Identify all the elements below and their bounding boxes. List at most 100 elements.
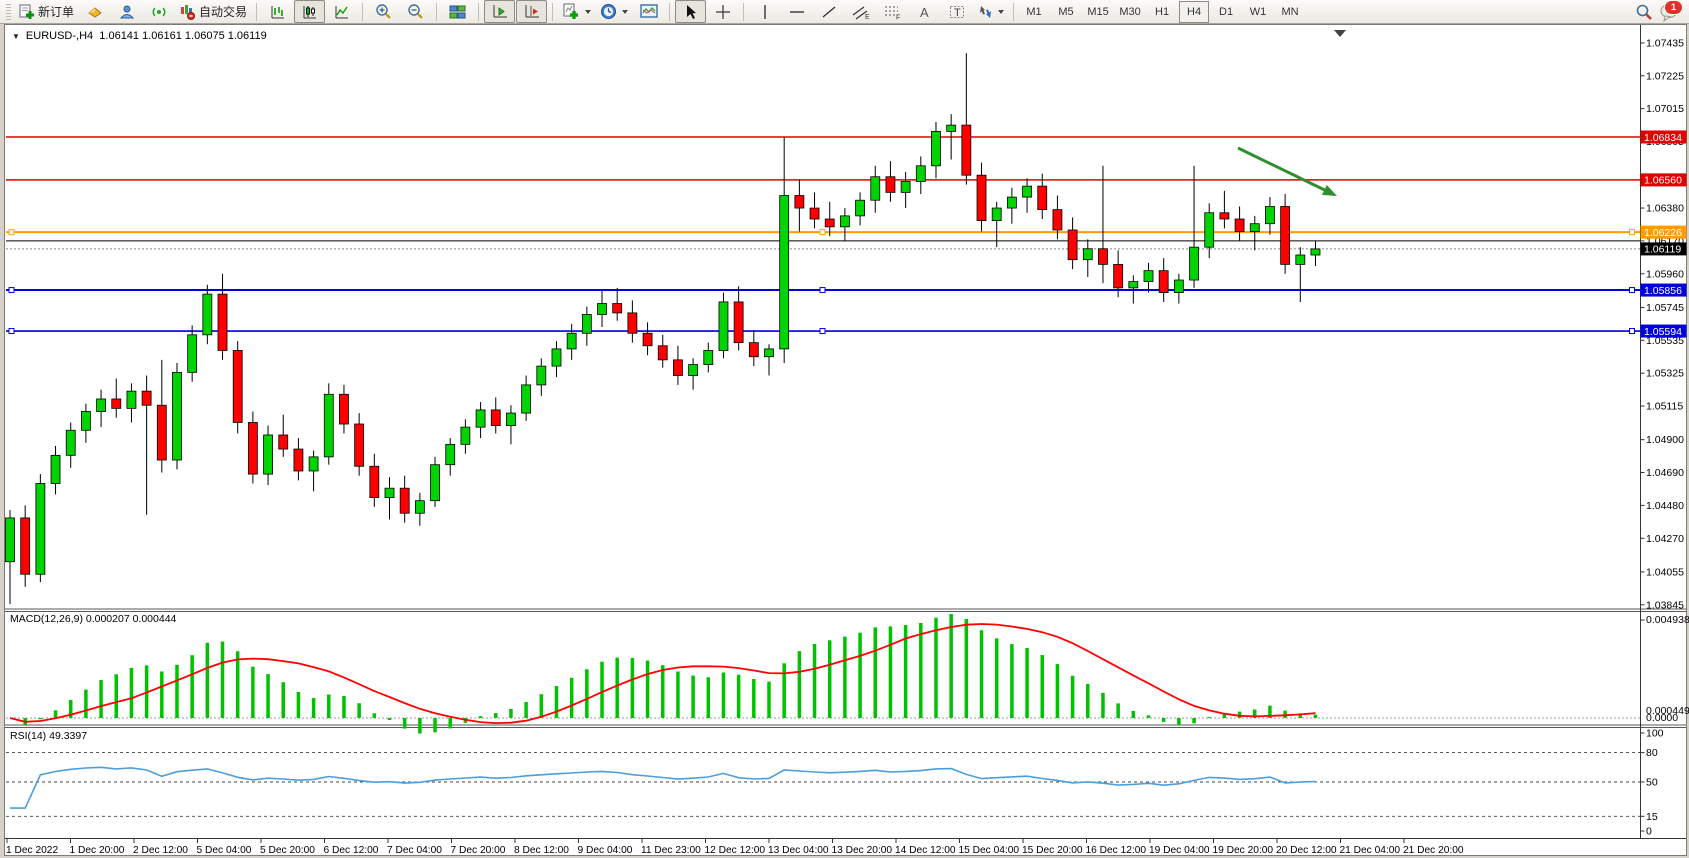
templates-button[interactable] (633, 0, 664, 23)
separator (669, 2, 671, 21)
tile-windows-button[interactable] (442, 0, 473, 23)
candle-body (870, 176, 881, 201)
search-icon[interactable] (1635, 3, 1653, 21)
chart-window: 1.074351.072251.070151.068051.063801.061… (0, 24, 1689, 858)
price-line-badge (1640, 225, 1687, 239)
indicators-button[interactable] (558, 0, 595, 23)
community-icon (119, 5, 134, 18)
timeframe-h4[interactable]: H4 (1179, 0, 1210, 23)
candle-body (1113, 263, 1124, 289)
macd-name: MACD(12,26,9) (10, 613, 83, 625)
bid-price-badge (1640, 242, 1687, 256)
crosshair-button[interactable] (707, 0, 738, 23)
timeframe-mn[interactable]: MN (1281, 5, 1299, 18)
candle-body (642, 332, 653, 347)
signals-button[interactable] (143, 0, 174, 23)
equidistant-channel-button[interactable]: E (845, 0, 876, 23)
new-order-button[interactable]: 新订单 (14, 0, 78, 23)
autotrading-button[interactable]: 自动交易 (175, 0, 251, 23)
price-line-badge (1640, 324, 1687, 338)
timeframe-m1[interactable]: M1 (1026, 5, 1042, 18)
candle-body (521, 384, 532, 414)
svg-text:100: 100 (1646, 728, 1664, 740)
vertical-line-button[interactable] (749, 0, 780, 23)
chart-shift-button[interactable] (516, 0, 548, 23)
timeframe-m15[interactable]: M15 (1087, 5, 1109, 18)
market-button[interactable] (79, 0, 110, 23)
fibonacci-button[interactable]: F (877, 0, 908, 23)
separator (256, 2, 258, 21)
chat-button[interactable]: 1 (1659, 0, 1683, 22)
timeframe-w1[interactable]: W1 (1249, 5, 1267, 18)
candle-body (612, 303, 623, 314)
zoom-in-button[interactable] (368, 0, 399, 23)
macd-signal-line (9, 623, 1316, 725)
community-button[interactable] (111, 0, 142, 23)
candle-body (703, 350, 714, 365)
indicators-icon (563, 3, 579, 19)
svg-text:1.05960: 1.05960 (1646, 268, 1684, 280)
candlestick-chart-icon (303, 5, 316, 18)
text-button[interactable]: A (909, 0, 940, 23)
arrows-button[interactable] (973, 0, 1008, 23)
svg-text:0.000449: 0.000449 (1646, 705, 1689, 717)
toolbar-grip[interactable] (6, 3, 11, 20)
svg-text:1.05325: 1.05325 (1646, 368, 1684, 380)
date-label: 5 Dec 20:00 (260, 845, 315, 856)
candle-body (1052, 209, 1063, 231)
trendline-button[interactable] (813, 0, 844, 23)
candle-body (1310, 248, 1321, 256)
candle-body (824, 218, 835, 228)
notification-badge: 1 (1664, 0, 1683, 15)
chart-menu-arrow[interactable]: ▼ (12, 32, 20, 41)
dropdown-caret (585, 9, 592, 14)
bar-chart-button[interactable] (262, 0, 293, 23)
candle-body (566, 332, 577, 350)
rsi-indicator-label: RSI(14) 49.3397 (10, 730, 87, 742)
date-label: 5 Dec 04:00 (197, 845, 252, 856)
candle-body (232, 350, 243, 423)
horizontal-line-icon (789, 10, 804, 13)
candle-body (961, 124, 972, 176)
svg-text:A: A (920, 5, 929, 20)
timeframe-d1[interactable]: D1 (1219, 5, 1234, 18)
separator (1013, 2, 1015, 21)
zoom-out-button[interactable] (400, 0, 431, 23)
line-chart-button[interactable] (326, 0, 357, 23)
candle-body (794, 195, 805, 209)
templates-icon (639, 4, 658, 18)
trend-arrow-head (1322, 184, 1337, 196)
svg-text:T: T (954, 7, 961, 19)
candle-body (764, 348, 774, 358)
horizontal-line-button[interactable] (781, 0, 812, 23)
candle-body (81, 411, 91, 431)
candle-body (1265, 206, 1275, 225)
candle-body (247, 422, 258, 475)
text-label-button[interactable]: T (941, 0, 972, 23)
date-label: 20 Dec 12:00 (1276, 845, 1337, 856)
shift-marker (1334, 30, 1346, 37)
timeframe-m5[interactable]: M5 (1058, 5, 1074, 18)
cursor-button[interactable] (675, 0, 707, 23)
price-chart[interactable]: 1.074351.072251.070151.068051.063801.061… (0, 24, 1689, 858)
candlestick-chart-button[interactable] (294, 0, 326, 23)
timeframe-m30[interactable]: M30 (1119, 5, 1141, 18)
candle-body (20, 517, 31, 575)
periods-button[interactable] (596, 0, 632, 23)
timeframe-h1[interactable]: H1 (1155, 5, 1170, 18)
svg-text:1.03845: 1.03845 (1646, 599, 1684, 611)
line-handle (819, 287, 826, 294)
line-handle (8, 328, 15, 335)
candle-body (1143, 270, 1154, 283)
auto-scroll-button[interactable] (484, 0, 516, 23)
candle-body (915, 165, 926, 182)
candle-body (1067, 229, 1078, 261)
candle-body (172, 371, 182, 461)
autotrading-label: 自动交易 (199, 5, 248, 19)
candle-body (1082, 248, 1093, 261)
svg-text:1.07225: 1.07225 (1646, 70, 1684, 82)
svg-text:50: 50 (1646, 777, 1658, 789)
separator (552, 2, 554, 21)
candle-body (217, 293, 228, 351)
